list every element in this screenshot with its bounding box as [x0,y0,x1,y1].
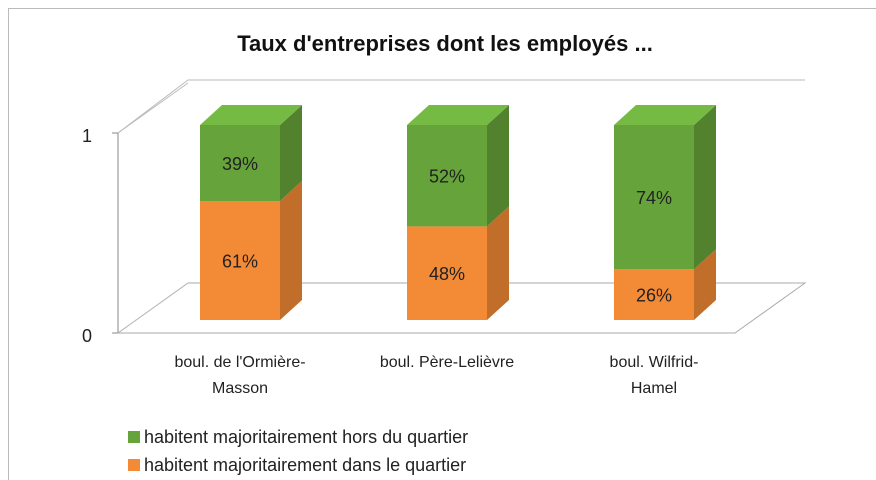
bar-front [407,125,487,227]
legend-swatch [128,431,140,443]
bar-top [614,105,716,125]
bar-front [614,125,694,270]
data-label: 61% [222,251,258,271]
bar-side [694,105,716,270]
legend-swatch [128,459,140,471]
y-tick-label: 0 [82,326,92,346]
x-tick-label: boul. de l'Ormière- Masson [174,354,306,397]
bar-top [200,105,302,125]
legend-label: habitent majoritairement dans le quartie… [144,455,466,475]
data-label: 52% [429,166,465,186]
data-label: 39% [222,154,258,174]
bar-side [280,181,302,320]
grid-line [117,282,189,334]
back-wall [117,79,805,134]
y-tick-label: 1 [82,126,92,146]
bar-side [487,105,509,227]
legend-label: habitent majoritairement hors du quartie… [144,427,468,447]
data-label: 48% [429,264,465,284]
bar-front [200,201,280,320]
grid-line [117,82,189,134]
bar-front [407,226,487,320]
bar-side [280,105,302,202]
data-label: 74% [636,188,672,208]
chart-title: Taux d'entreprises dont les employés ... [237,31,653,56]
bar-front [614,269,694,320]
bar-top [407,105,509,125]
bar-front [200,125,280,202]
bar-side [694,249,716,320]
data-label: 26% [636,285,672,305]
bar-side [487,206,509,320]
x-tick-label: boul. Père-Lelièvre [379,354,515,371]
x-tick-label: boul. Wilfrid- Hamel [609,354,699,397]
